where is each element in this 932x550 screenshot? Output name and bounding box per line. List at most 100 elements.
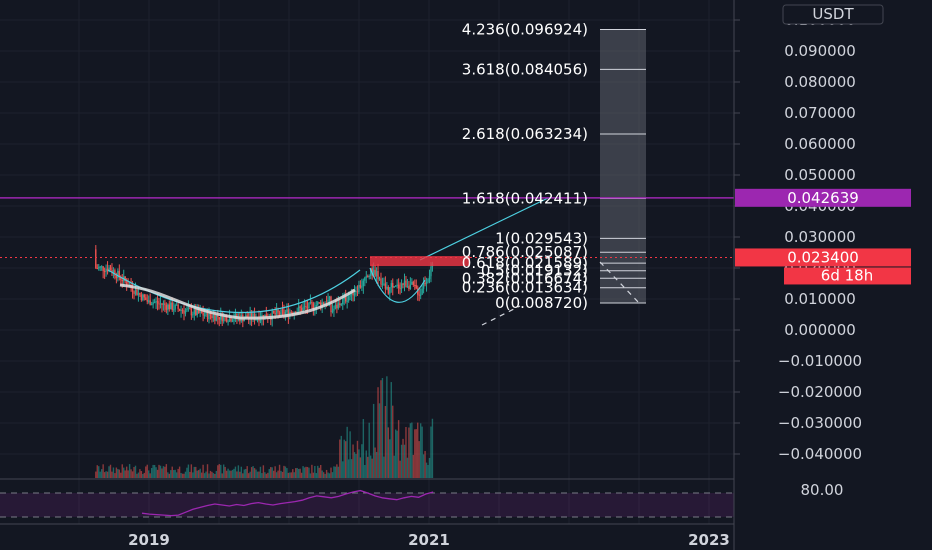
volume-bar (184, 471, 187, 478)
candle-body (134, 289, 137, 294)
volume-bar (295, 468, 297, 478)
volume-bar (218, 464, 220, 478)
fib-level-labels: 4.236(0.096924) 3.618(0.084056) 2.618(0.06… (462, 21, 588, 312)
volume-bar (320, 464, 322, 478)
candle-body (96, 268, 98, 270)
candle-body (139, 293, 141, 295)
volume-bar (315, 473, 317, 478)
volume-bar (367, 456, 369, 478)
candle-body (217, 315, 219, 317)
candle-body (108, 267, 110, 272)
volume-bar (236, 471, 238, 478)
volume-bar (328, 473, 331, 478)
candle-body (271, 310, 273, 320)
volume-bar (325, 469, 328, 478)
volume-bar (217, 465, 219, 478)
alert-price-badge (735, 188, 911, 207)
volume-bar (405, 426, 407, 478)
fib-level-label: 2.618(0.063234) (462, 125, 588, 143)
fib-extension-box[interactable] (600, 29, 646, 304)
candle-body (175, 304, 178, 306)
candle-body (170, 302, 172, 310)
candle-body (231, 321, 234, 323)
candle-body (233, 319, 235, 322)
candle-body (305, 306, 307, 308)
volume-bar (424, 451, 426, 478)
candle-body (192, 314, 194, 316)
volume-bar (264, 472, 266, 478)
volume-bars (95, 376, 434, 478)
volume-bar (231, 469, 234, 478)
fib-level-label: 0.236(0.013634) (462, 279, 588, 297)
candle-body (196, 308, 198, 315)
volume-bar (321, 470, 323, 478)
rsi-line (141, 489, 434, 517)
volume-bar (308, 467, 310, 478)
volume-bar (187, 464, 190, 478)
volume-bar (296, 467, 298, 478)
volume-bar (137, 472, 140, 478)
candle-body (374, 269, 376, 277)
candle-body (427, 279, 429, 282)
volume-bar (220, 464, 222, 478)
candle-body (206, 311, 209, 320)
volume-bar (203, 473, 206, 478)
volume-bar (292, 469, 294, 478)
price-tick-label: −0.020000 (778, 383, 862, 401)
rsi-band (0, 493, 734, 517)
volume-bar (289, 472, 291, 478)
volume-bar (415, 429, 417, 478)
fib-level-label: 1(0.029543) (495, 229, 588, 247)
volume-bar (394, 429, 397, 478)
fib-level-label: 0.382(0.016674) (462, 269, 588, 287)
volume-bar (330, 467, 332, 478)
volume-bar (159, 465, 162, 478)
trend-drawings[interactable] (0, 197, 734, 326)
candle-body (140, 294, 143, 301)
fib-highlight (370, 256, 470, 267)
volume-bar (355, 454, 357, 478)
fib-level-label: 0(0.008720) (495, 294, 588, 312)
candle-body (412, 281, 415, 286)
candle-body (199, 310, 201, 313)
volume-bar (275, 472, 278, 478)
time-axis[interactable]: 2019 2021 2023 (128, 531, 730, 549)
candle-body (364, 277, 366, 281)
candle-body (380, 278, 382, 285)
volume-bar (353, 452, 356, 478)
candle-body (309, 302, 312, 304)
volume-bar (327, 472, 329, 478)
candle-body (361, 286, 363, 288)
volume-bar (225, 470, 228, 478)
volume-bar (322, 472, 325, 478)
price-tick-label: 0.000000 (784, 321, 856, 339)
candle-body (371, 268, 373, 275)
volume-bar (112, 467, 115, 478)
volume-bar (102, 464, 104, 478)
price-tick-label: −0.040000 (778, 445, 862, 463)
volume-bar (393, 455, 395, 478)
candle-body (417, 288, 419, 295)
candle-body (392, 283, 394, 288)
volume-bar (196, 470, 198, 478)
candle-body (222, 315, 225, 322)
volume-bar (198, 470, 200, 478)
volume-bar (242, 473, 244, 478)
candle-body (365, 276, 367, 278)
volume-bar (386, 376, 388, 478)
currency-button[interactable]: USDT (782, 4, 884, 25)
candle-body (300, 307, 303, 312)
candle-body (378, 278, 381, 280)
candle-body (414, 285, 416, 287)
volume-bar (96, 465, 98, 478)
candle-body (342, 299, 344, 305)
candle-body (162, 303, 165, 305)
volume-bar (392, 405, 394, 478)
volume-bar (368, 422, 370, 478)
candle-body (209, 312, 212, 316)
candle-body (118, 270, 121, 278)
candle-body (281, 309, 284, 311)
volume-bar (375, 451, 378, 478)
candle-body (312, 303, 315, 310)
